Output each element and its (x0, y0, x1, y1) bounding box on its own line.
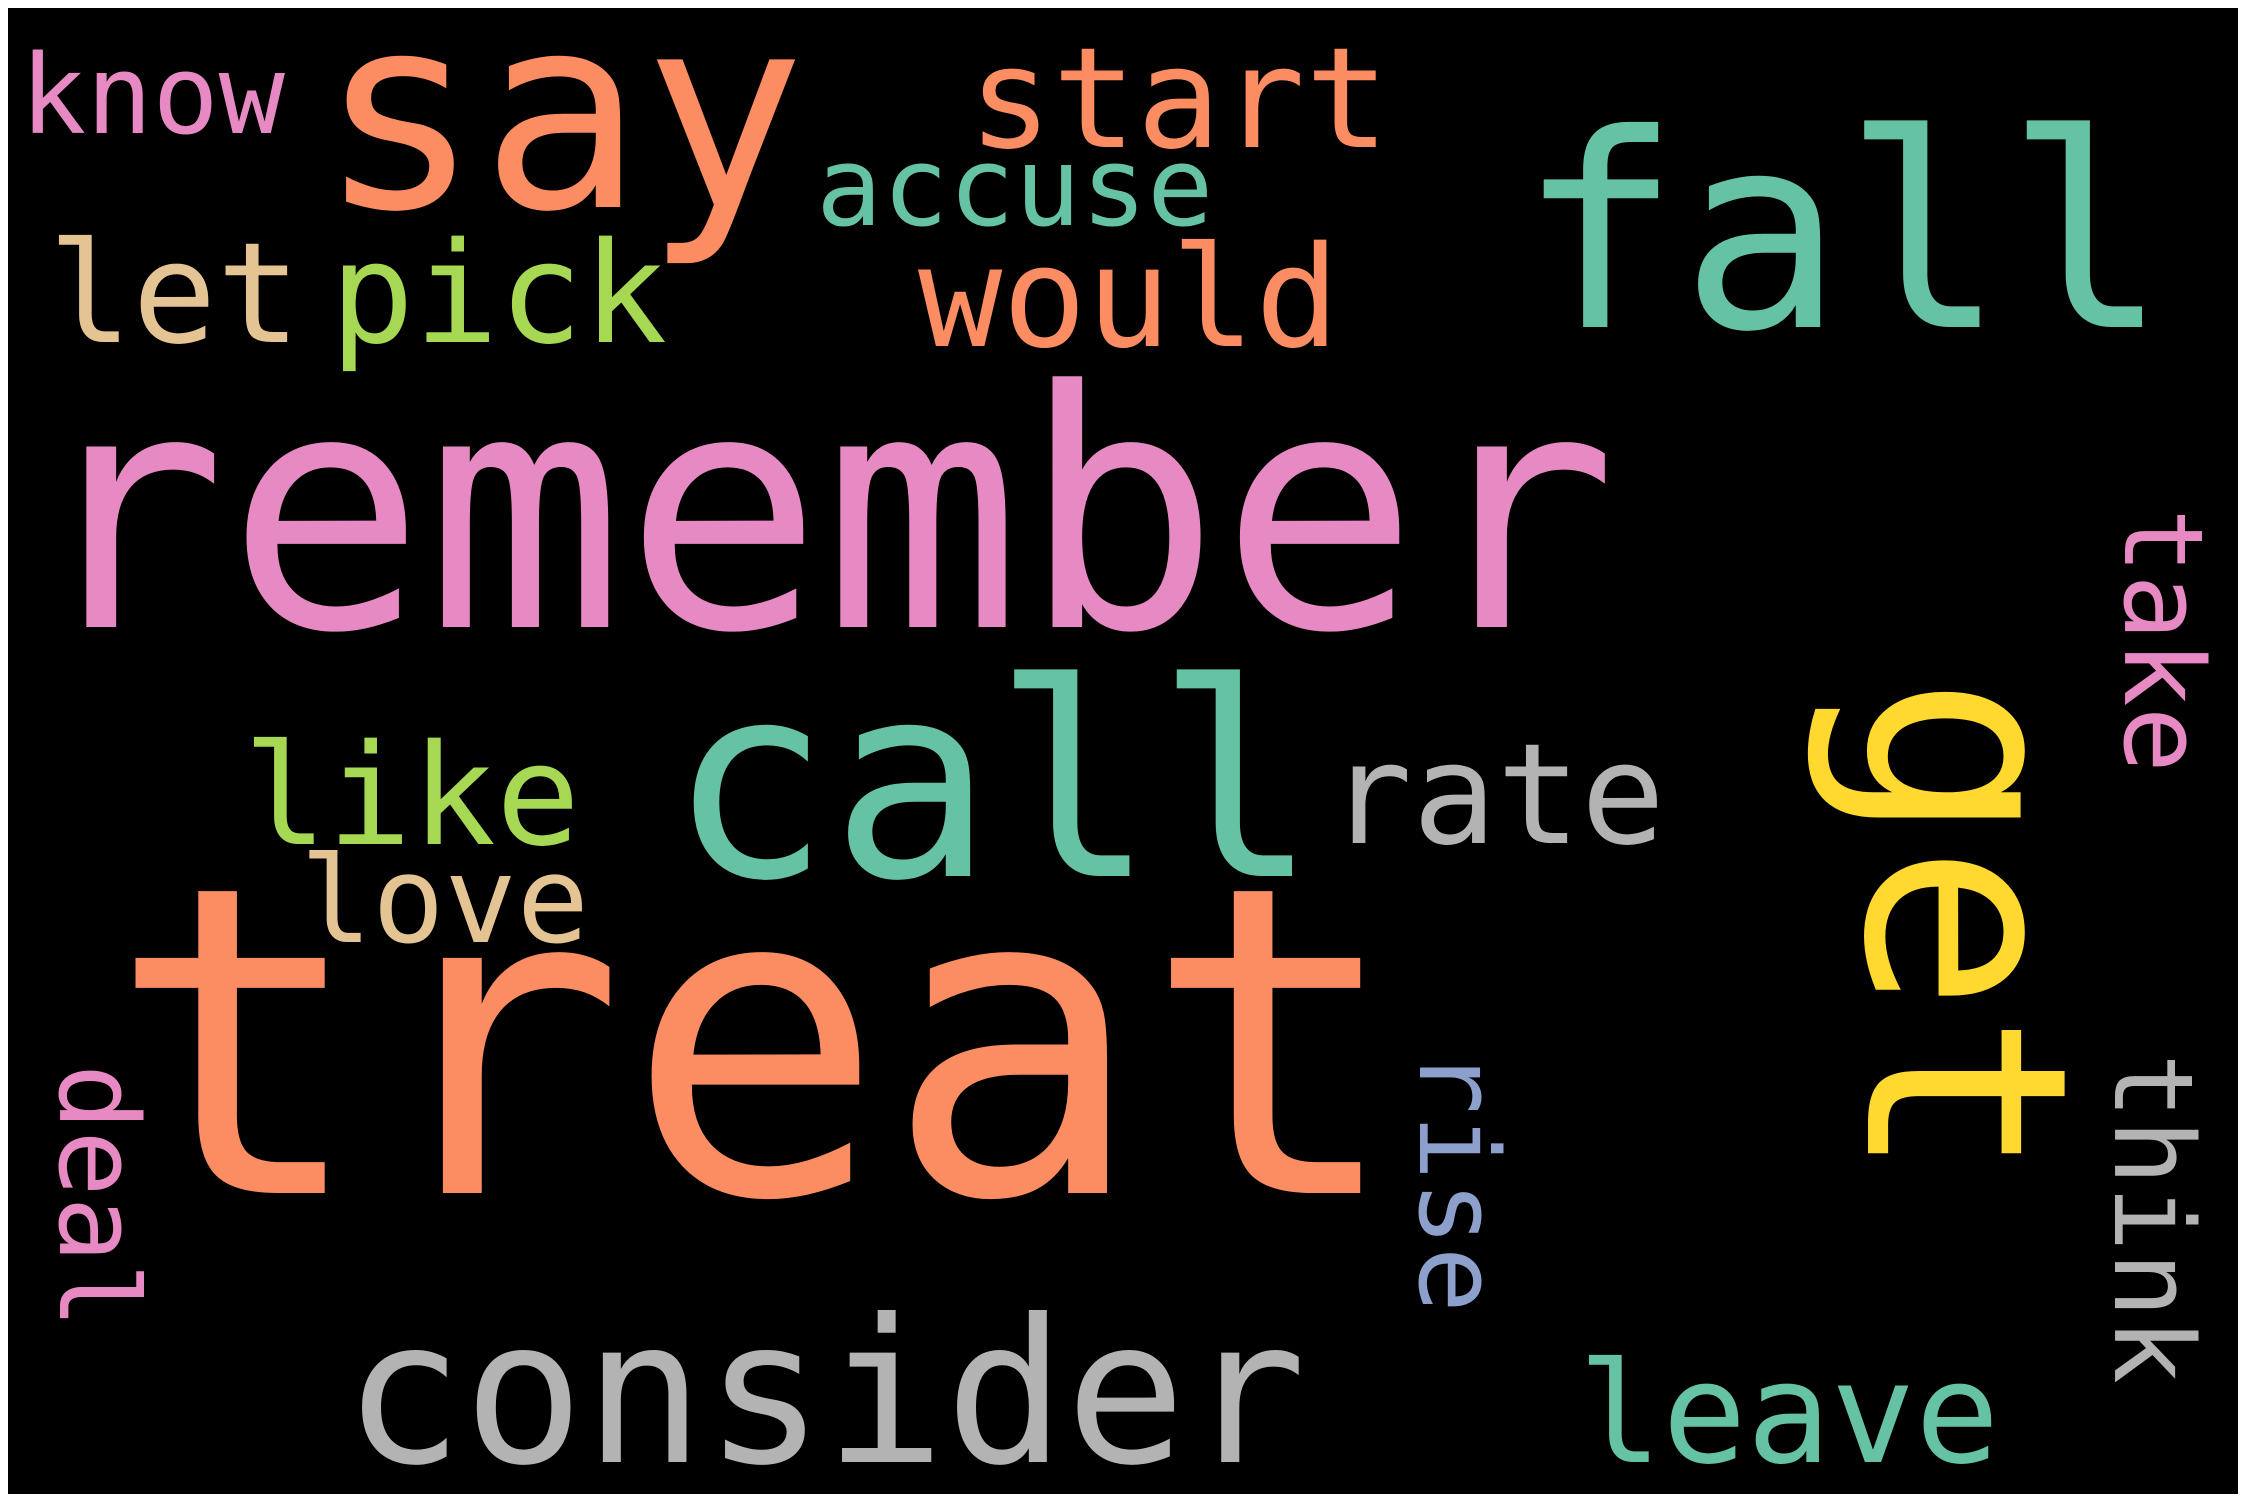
word-leave: leave (1578, 1333, 2000, 1494)
word-fall: fall (1518, 76, 2169, 391)
word-accuse: accuse (816, 123, 1214, 251)
word-remember: remember (28, 321, 1618, 705)
word-take: take (2099, 508, 2227, 773)
word-let: let (48, 213, 301, 376)
word-treat: treat (108, 795, 1403, 1295)
word-cloud: remember treat say fall call get conside… (8, 8, 2238, 1494)
word-start: start (968, 18, 1390, 181)
word-rate: rate (1328, 714, 1666, 877)
word-know: know (20, 31, 285, 159)
word-deal: deal (34, 1064, 162, 1329)
word-think: think (2089, 1053, 2217, 1385)
word-rise: rise (1394, 1048, 1522, 1313)
word-consider: consider (343, 1277, 1307, 1494)
word-like: like (243, 715, 581, 878)
word-call: call (668, 625, 1319, 940)
word-love: love (300, 832, 589, 971)
word-say: say (318, 8, 806, 271)
word-get: get (1801, 675, 2127, 1181)
word-pick: pick (330, 213, 668, 376)
word-would: would (918, 217, 1340, 380)
